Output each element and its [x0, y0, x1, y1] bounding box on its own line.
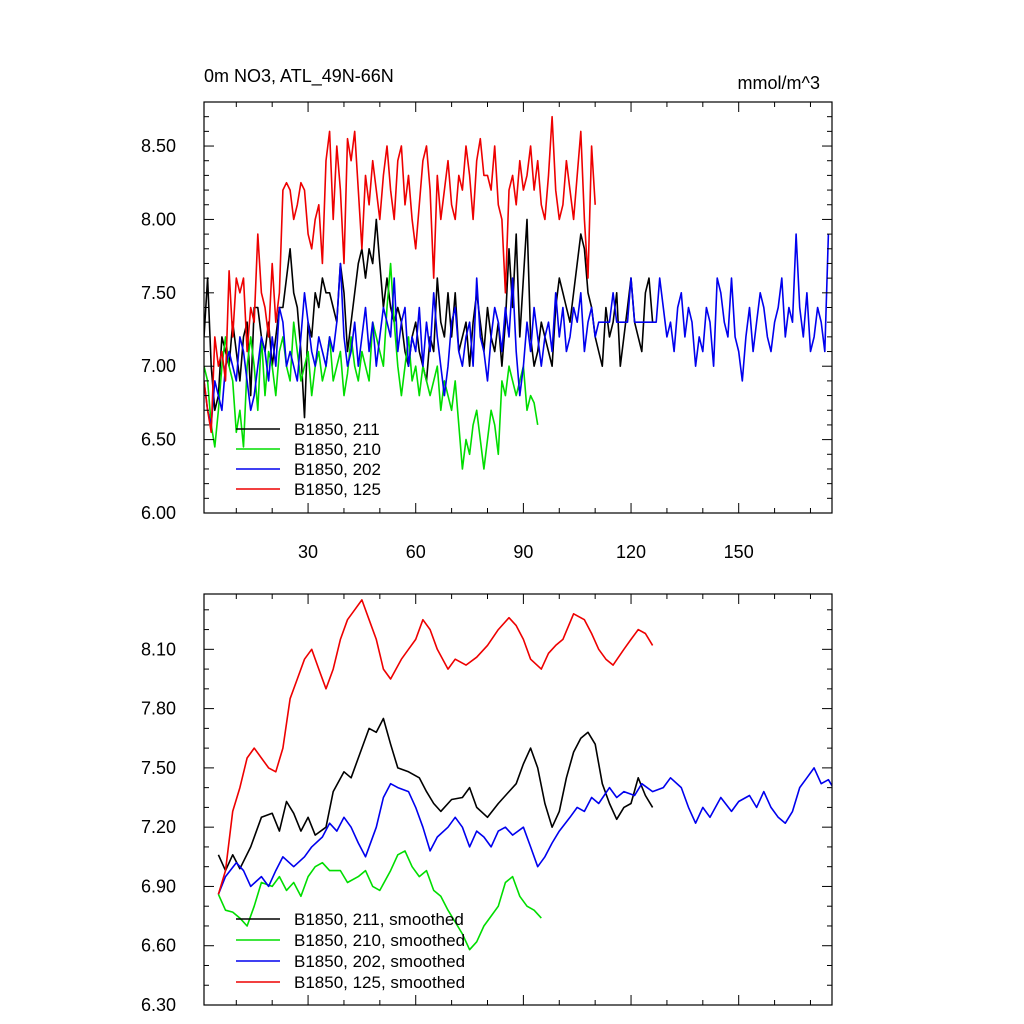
y-tick-label: 6.30	[141, 995, 176, 1015]
y-tick-label: 8.10	[141, 639, 176, 659]
x-tick-label: 60	[406, 542, 426, 562]
x-tick-label: 30	[298, 542, 318, 562]
y-tick-label: 8.00	[141, 209, 176, 229]
series-line-b1850-210	[204, 262, 539, 470]
series-line-b1850-125-smoothed	[217, 599, 654, 895]
x-tick-label: 90	[513, 542, 533, 562]
panel-2-no3-smoothed: 6.30 6.60 6.90 7.20 7.50 7.80 8.10 B1850, 211, …	[141, 593, 833, 1015]
y-tick-label: 6.60	[141, 936, 176, 956]
legend: B1850, 211, smoothed B1850, 210, smoothed…	[236, 910, 465, 992]
chart-units: mmol/m^3	[738, 73, 820, 93]
chart-title: 0m NO3, ATL_49N-66N	[204, 66, 394, 87]
panel-1-no3-raw: 0m NO3, ATL_49N-66N mmol/m^3 6.00 6.50 7.0…	[141, 66, 833, 562]
y-tick-label: 8.50	[141, 136, 176, 156]
y-tick-label: 7.00	[141, 356, 176, 376]
y-tick-label: 6.90	[141, 876, 176, 896]
x-tick-label: 150	[724, 542, 754, 562]
y-tick-label: 6.50	[141, 430, 176, 450]
legend-label: B1850, 202, smoothed	[294, 952, 465, 971]
legend-label: B1850, 125	[294, 480, 381, 499]
legend-label: B1850, 202	[294, 460, 381, 479]
series-line-b1850-210-smoothed	[217, 850, 542, 951]
y-tick-label: 7.20	[141, 817, 176, 837]
plot-frame	[203, 593, 833, 1006]
series-line-b1850-202-smoothed	[217, 767, 832, 895]
y-tick-label: 7.80	[141, 699, 176, 719]
y-tick-label: 6.00	[141, 503, 176, 523]
legend-label: B1850, 210, smoothed	[294, 931, 465, 950]
legend-label: B1850, 125, smoothed	[294, 973, 465, 992]
x-tick-label: 120	[616, 542, 646, 562]
series-line-b1850-125	[204, 115, 596, 434]
legend-label: B1850, 211, smoothed	[294, 910, 464, 929]
series-line-b1850-202	[204, 233, 830, 426]
y-tick-label: 7.50	[141, 283, 176, 303]
series-line-b1850-211-smoothed	[217, 717, 654, 872]
y-tick-label: 7.50	[141, 758, 176, 778]
legend-label: B1850, 210	[294, 440, 381, 459]
legend-label: B1850, 211	[294, 420, 380, 439]
